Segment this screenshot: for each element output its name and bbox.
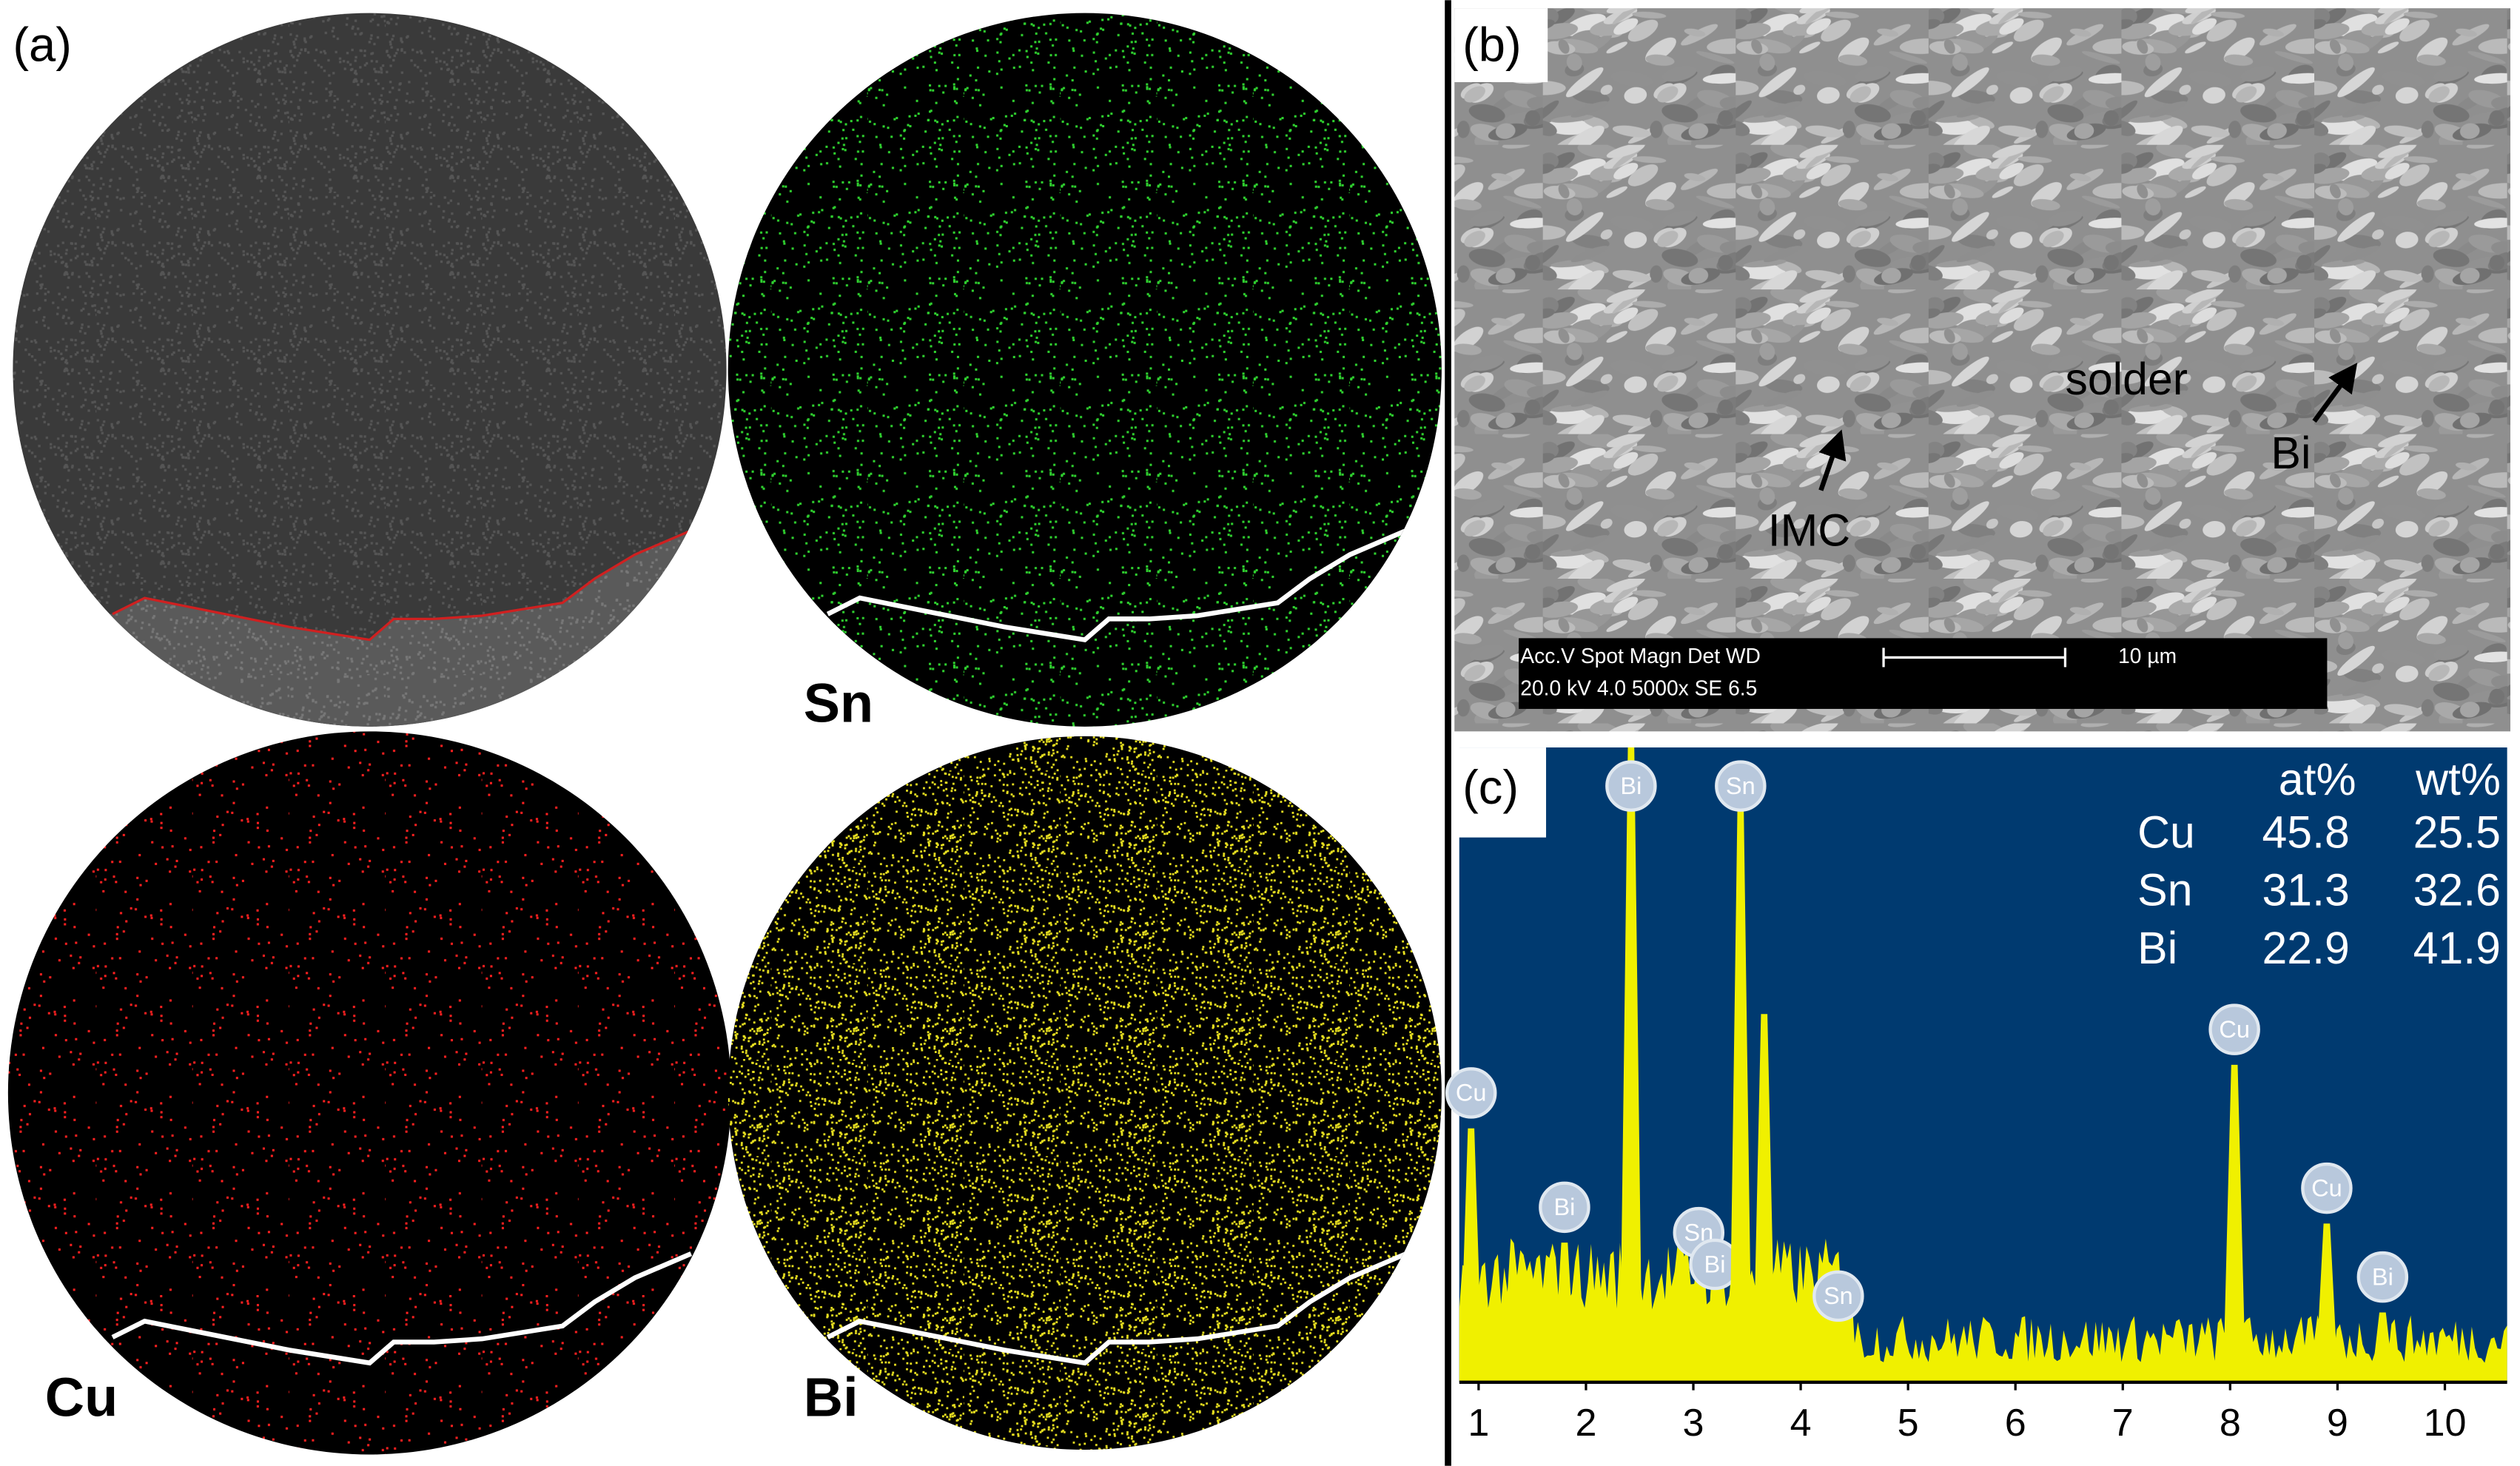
peak xyxy=(1619,747,1643,1382)
peak xyxy=(1827,1331,1850,1382)
peak xyxy=(2371,1312,2394,1382)
info-header: Acc.V Spot Magn Det WD xyxy=(1520,644,1761,668)
x-tick-label: 2 xyxy=(1575,1402,1596,1445)
interface-line xyxy=(826,1251,1408,1366)
map xyxy=(7,731,732,1455)
table-cell: 22.9 xyxy=(2262,923,2349,973)
panel-label: (b) xyxy=(1462,18,1522,72)
peak-label: Cu xyxy=(2311,1174,2342,1201)
divider xyxy=(1445,0,1451,1466)
peak xyxy=(1459,1128,1482,1382)
table-element: Sn xyxy=(2137,865,2192,915)
table-cell: 25.5 xyxy=(2413,807,2501,858)
scale-label: 10 µm xyxy=(2118,644,2177,668)
table-header: at% xyxy=(2279,754,2356,804)
label-box xyxy=(1454,747,1547,838)
peak-label: Bi xyxy=(2372,1263,2393,1290)
arrow xyxy=(1818,429,1847,491)
panel-label: (a) xyxy=(13,18,72,72)
x-tick-label: 5 xyxy=(1898,1402,1919,1445)
map-label: Sn xyxy=(804,672,873,733)
peak-label-bg xyxy=(2301,1162,2353,1214)
peak-label: Sn xyxy=(1824,1282,1853,1309)
peak-label: Sn xyxy=(1726,773,1755,799)
x-tick-label: 6 xyxy=(2005,1402,2026,1445)
table-element: Cu xyxy=(2137,807,2195,858)
annotation: Bi xyxy=(2271,428,2311,478)
table-header: wt% xyxy=(2415,754,2501,804)
table-cell: 31.3 xyxy=(2262,865,2349,915)
table-cell: 32.6 xyxy=(2413,865,2501,915)
map-label: Bi xyxy=(804,1366,859,1428)
label-box xyxy=(1454,8,1548,83)
arrow xyxy=(2312,363,2358,423)
info-bar xyxy=(1519,638,2328,709)
table-cell: 45.8 xyxy=(2262,807,2349,858)
x-tick-label: 8 xyxy=(2220,1402,2241,1445)
annotation: IMC xyxy=(1768,505,1850,555)
interface-line xyxy=(826,528,1408,643)
peak xyxy=(1729,810,1753,1382)
peak xyxy=(2315,1223,2339,1382)
peak-label-bg xyxy=(2208,1003,2260,1055)
peak-label: Bi xyxy=(1553,1194,1575,1220)
info-values: 20.0 kV 4.0 5000x SE 6.5 xyxy=(1520,676,1757,699)
peak-label: Cu xyxy=(2219,1016,2250,1043)
interface-line xyxy=(111,1251,693,1366)
peak xyxy=(1753,1014,1775,1382)
peak-label-bg xyxy=(1445,1067,1497,1119)
peak-label: Bi xyxy=(1620,773,1642,799)
peak-label-bg xyxy=(1812,1270,1864,1322)
peak-label-bg xyxy=(1539,1181,1590,1234)
map xyxy=(13,13,727,727)
annotation: solder xyxy=(2065,354,2188,404)
plot-area xyxy=(1459,747,2507,1382)
peak-label-bg xyxy=(2356,1251,2409,1303)
x-tick-label: 1 xyxy=(1468,1402,1489,1445)
table-element: Bi xyxy=(2137,923,2177,973)
x-tick-label: 3 xyxy=(1683,1402,1704,1445)
map xyxy=(728,736,1442,1450)
peak-label: Cu xyxy=(1456,1080,1487,1106)
x-tick-label: 4 xyxy=(1790,1402,1812,1445)
peak-label: Bi xyxy=(1704,1251,1726,1277)
interface-line xyxy=(112,529,692,642)
panel-label: (c) xyxy=(1462,760,1519,814)
map xyxy=(728,13,1442,727)
x-tick-label: 9 xyxy=(2327,1402,2348,1445)
peak-label-bg xyxy=(1715,760,1767,812)
x-tick-label: 7 xyxy=(2112,1402,2134,1445)
peak xyxy=(1703,1299,1727,1382)
map-label: Cu xyxy=(45,1366,118,1428)
peak xyxy=(1687,1268,1710,1382)
peak xyxy=(1553,1243,1576,1382)
peak xyxy=(2222,1064,2246,1382)
x-tick-label: 10 xyxy=(2424,1402,2467,1445)
peak-label-bg xyxy=(1605,760,1657,812)
table-cell: 41.9 xyxy=(2413,923,2501,973)
